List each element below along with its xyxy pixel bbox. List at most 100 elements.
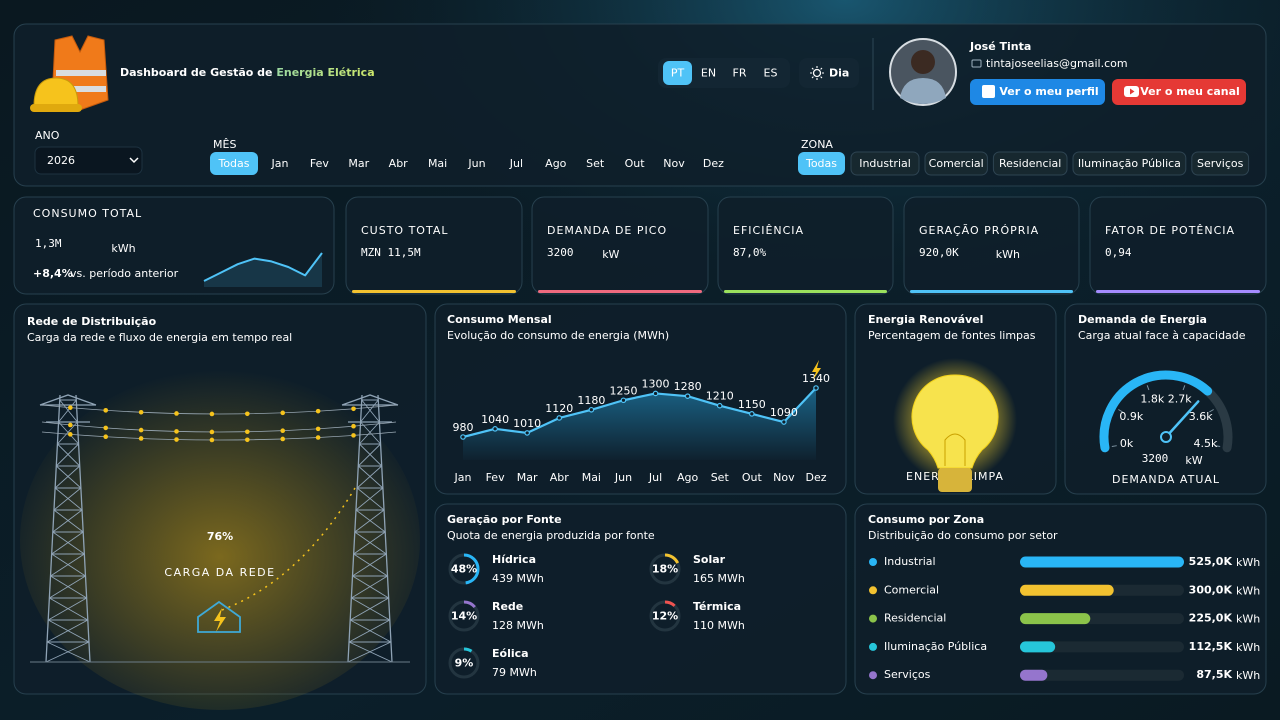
zone-option[interactable]: Residencial	[999, 157, 1061, 170]
line-light	[351, 433, 356, 438]
language-label[interactable]: ES	[764, 67, 778, 80]
kpi-value: 3200	[547, 246, 574, 259]
gauge-tick-label: 3.6k	[1189, 410, 1213, 423]
value-label: 525,0K	[1189, 555, 1233, 568]
point	[652, 390, 659, 397]
panel-subtitle: Evolução do consumo de energia (MWh)	[447, 329, 669, 342]
kpi-card	[1089, 196, 1267, 295]
zone-name: Industrial	[884, 555, 936, 568]
month-option[interactable]: Nov	[663, 157, 685, 170]
gauge-tick	[1182, 385, 1186, 391]
month-option[interactable]: Abr	[389, 157, 409, 170]
gauge-tick-label: 0.9k	[1119, 410, 1143, 423]
zone-dot	[869, 642, 877, 651]
month-option[interactable]: Mar	[348, 157, 369, 170]
month-option[interactable]: Jul	[509, 157, 523, 170]
month-option[interactable]: Out	[625, 157, 646, 170]
data-label: 1150	[738, 398, 766, 411]
month-option[interactable]: Mai	[428, 157, 447, 170]
language-label[interactable]: PT	[671, 67, 685, 80]
bar-track	[1020, 641, 1184, 653]
user-email: tintajoseelias@gmail.com	[986, 57, 1128, 70]
source-energy: 128 MWh	[492, 619, 544, 632]
zone-pill[interactable]	[850, 151, 920, 176]
data-label: 1180	[577, 394, 605, 407]
profile-button[interactable]	[970, 79, 1105, 105]
month-option[interactable]: Ago	[545, 157, 567, 170]
zone-dot	[869, 558, 877, 566]
panel-title: Consumo por Zona	[868, 513, 984, 526]
profile-label[interactable]: Ver o meu perfil	[999, 85, 1098, 98]
line-light	[174, 437, 179, 442]
title-text: Dashboard de Gestão de	[120, 66, 276, 79]
kpi-change: +8,4%	[33, 267, 73, 280]
zone-pill[interactable]	[992, 151, 1068, 176]
kpi-label: CUSTO TOTAL	[361, 224, 448, 237]
data-label: 1340	[802, 372, 830, 385]
tower-arms	[341, 394, 399, 423]
user-name: José Tinta	[969, 40, 1031, 53]
source-energy: 439 MWh	[492, 572, 544, 585]
theme-label[interactable]: Dia	[829, 67, 849, 80]
load-caption: CARGA DA REDE	[164, 566, 275, 579]
zone-pill[interactable]	[798, 152, 845, 175]
language-label[interactable]: EN	[701, 67, 716, 80]
generation-panel	[434, 503, 847, 695]
line-light	[68, 432, 73, 437]
month-label: MÊS	[213, 138, 236, 151]
channel-button[interactable]	[1112, 79, 1246, 105]
sun-icon	[812, 68, 822, 78]
panel-title: Rede de Distribuição	[27, 315, 157, 328]
kpi-card	[531, 196, 709, 295]
zone-option[interactable]: Comercial	[929, 157, 984, 170]
zone-pill[interactable]	[924, 151, 988, 176]
zone-option[interactable]: Industrial	[859, 157, 911, 170]
x-tick-label: Fev	[486, 471, 505, 484]
panel-title: Demanda de Energia	[1078, 313, 1207, 326]
month-option[interactable]: Set	[586, 157, 605, 170]
month-option[interactable]: Todas	[217, 157, 249, 170]
ring-label: 14%	[451, 610, 477, 623]
value-label: 87,5K	[1196, 668, 1232, 681]
channel-label[interactable]: Ver o meu canal	[1140, 85, 1240, 98]
zone-pill[interactable]	[1191, 151, 1250, 176]
linkedin-icon	[982, 85, 995, 98]
zone-dot	[869, 586, 877, 595]
theme-button[interactable]	[799, 58, 859, 88]
panel-title: Energia Renovável	[868, 313, 983, 326]
gauge-tick-label: 2.7k	[1168, 392, 1192, 405]
gauge-tick	[1111, 445, 1117, 448]
zone-option[interactable]: Todas	[805, 157, 837, 170]
point	[588, 406, 595, 413]
data-label: 1280	[674, 380, 702, 393]
zone-option[interactable]: Iluminação Pública	[1078, 157, 1181, 170]
point	[813, 385, 819, 391]
zone-pill[interactable]	[1072, 151, 1187, 176]
kpi-accent	[724, 290, 887, 293]
panel-subtitle: Carga da rede e fluxo de energia em temp…	[27, 331, 292, 344]
line-light	[138, 427, 144, 433]
month-option[interactable]: Jun	[467, 157, 485, 170]
vest-stripe	[56, 86, 106, 92]
panel-subtitle: Percentagem de fontes limpas	[868, 329, 1036, 342]
point	[524, 430, 530, 436]
language-label[interactable]: FR	[733, 67, 747, 80]
zone-option[interactable]: Serviços	[1197, 157, 1244, 170]
month-option[interactable]: Dez	[703, 157, 724, 170]
power-line	[41, 421, 397, 433]
kpi-label: DEMANDA DE PICO	[547, 224, 667, 237]
month-pill[interactable]	[210, 152, 258, 175]
line-light	[68, 422, 73, 428]
year-value[interactable]: 2026	[47, 154, 75, 167]
value-unit: kWh	[1236, 584, 1260, 597]
kpi-value: 920,0K	[919, 246, 959, 259]
x-tick-label: Out	[742, 471, 763, 484]
year-select[interactable]	[34, 146, 143, 175]
year-label: ANO	[35, 129, 60, 142]
gauge-tick	[1146, 385, 1150, 391]
line-light	[315, 408, 321, 414]
month-option[interactable]: Fev	[310, 157, 329, 170]
language-pill[interactable]	[663, 61, 692, 85]
month-option[interactable]: Jan	[271, 157, 289, 170]
gauge-hub	[1160, 431, 1172, 443]
